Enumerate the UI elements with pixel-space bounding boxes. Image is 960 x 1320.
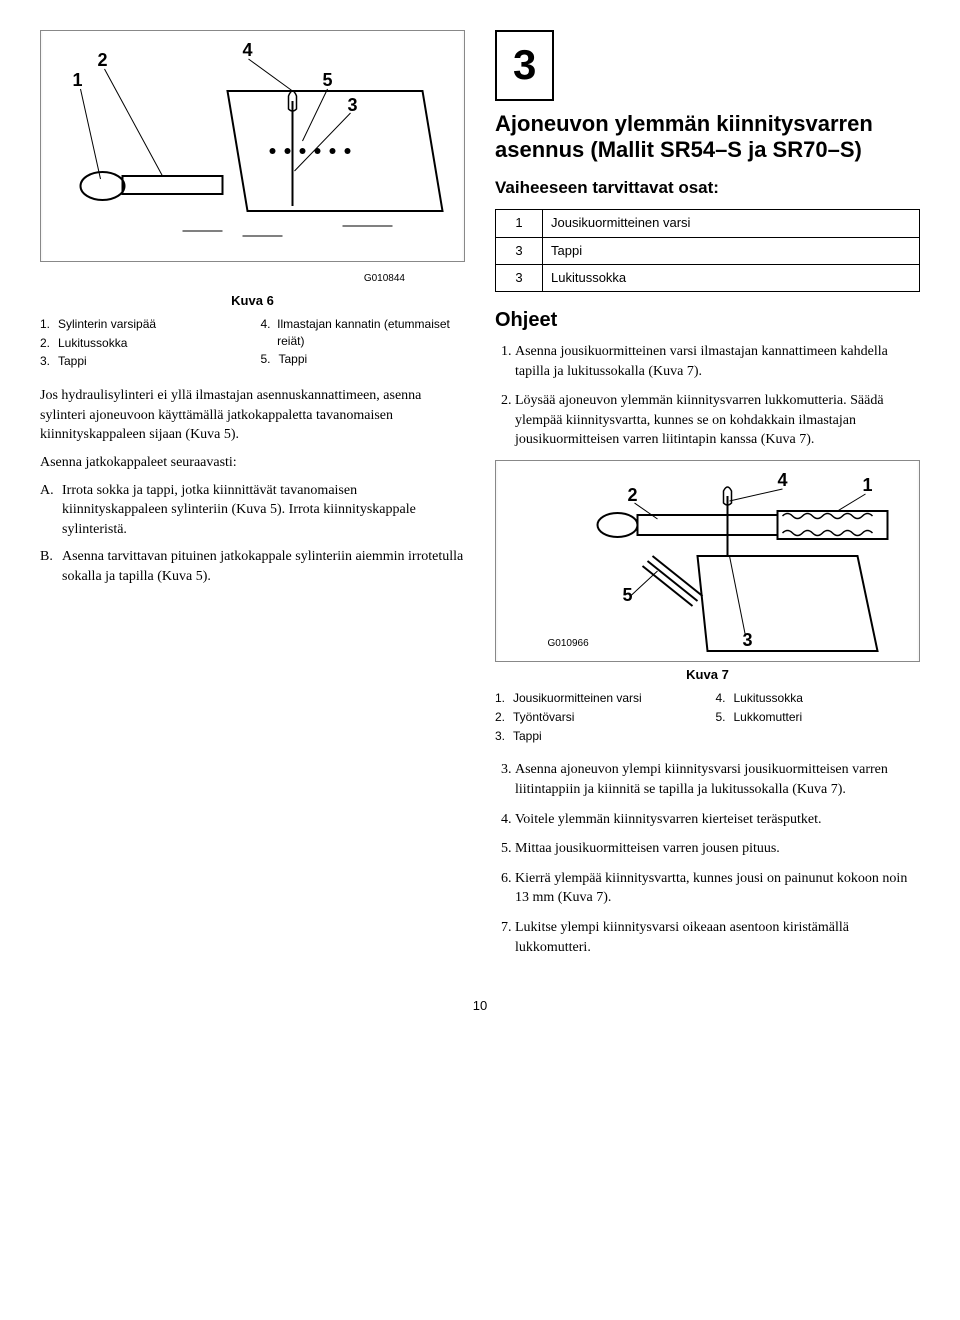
figure-7-image: 1 2 4 5 3 G010966: [495, 460, 920, 662]
instructions-list-top: Asenna jousikuormitteinen varsi ilmastaj…: [495, 342, 920, 450]
svg-text:2: 2: [628, 485, 638, 505]
figure-6-image: 1 2 4 5 3: [40, 30, 465, 262]
svg-text:4: 4: [243, 40, 253, 60]
list-item: Kierrä ylempää kiinnitysvartta, kunnes j…: [515, 869, 920, 908]
figure-6-caption: Kuva 6: [40, 292, 465, 310]
list-item: Asenna jousikuormitteinen varsi ilmastaj…: [515, 342, 920, 381]
instructions-list-bottom: Asenna ajoneuvon ylempi kiinnitysvarsi j…: [495, 760, 920, 957]
parts-table: 1Jousikuormitteinen varsi 3Tappi 3Lukitu…: [495, 209, 920, 292]
step-number-box: 3: [495, 30, 554, 101]
page-number: 10: [40, 997, 920, 1015]
list-item: Voitele ylemmän kiinnitysvarren kierteis…: [515, 810, 920, 830]
svg-text:3: 3: [348, 95, 358, 115]
left-para-2: Asenna jatkokappaleet seuraavasti:: [40, 453, 465, 473]
svg-text:1: 1: [73, 70, 83, 90]
instructions-heading: Ohjeet: [495, 306, 920, 334]
right-column: 3 Ajoneuvon ylemmän kiinnitysvarren asen…: [495, 30, 920, 967]
parts-heading: Vaiheeseen tarvittavat osat:: [495, 176, 920, 200]
figure-6-code: G010844: [364, 273, 405, 284]
figure-7-legend: 1.Jousikuormitteinen varsi 2.Työntövarsi…: [495, 690, 920, 746]
step-number: 3: [513, 41, 536, 88]
list-item: Löysää ajoneuvon ylemmän kiinnitysvarren…: [515, 391, 920, 450]
step-title: Ajoneuvon ylemmän kiinnitysvarren asennu…: [495, 111, 920, 164]
list-item: Mittaa jousikuormitteisen varren jousen …: [515, 839, 920, 859]
figure-7-caption: Kuva 7: [495, 666, 920, 684]
svg-text:4: 4: [778, 470, 788, 490]
figure-6-legend: 1.Sylinterin varsipää 2.Lukitussokka 3.T…: [40, 316, 465, 372]
list-item: Asenna ajoneuvon ylempi kiinnitysvarsi j…: [515, 760, 920, 799]
table-row: 3Tappi: [496, 237, 920, 264]
svg-text:2: 2: [98, 50, 108, 70]
left-sub-list: A.Irrota sokka ja tappi, jotka kiinnittä…: [40, 481, 465, 587]
table-row: 3Lukitussokka: [496, 264, 920, 291]
list-item: Lukitse ylempi kiinnitysvarsi oikeaan as…: [515, 918, 920, 957]
svg-text:3: 3: [743, 630, 753, 650]
table-row: 1Jousikuormitteinen varsi: [496, 210, 920, 237]
svg-text:1: 1: [863, 475, 873, 495]
left-para-1: Jos hydraulisylinteri ei yllä ilmastajan…: [40, 386, 465, 445]
svg-text:5: 5: [323, 70, 333, 90]
left-column: 1 2 4 5 3 G010844 Kuva 6 1.Sylinterin va…: [40, 30, 465, 967]
svg-text:G010966: G010966: [548, 638, 590, 649]
